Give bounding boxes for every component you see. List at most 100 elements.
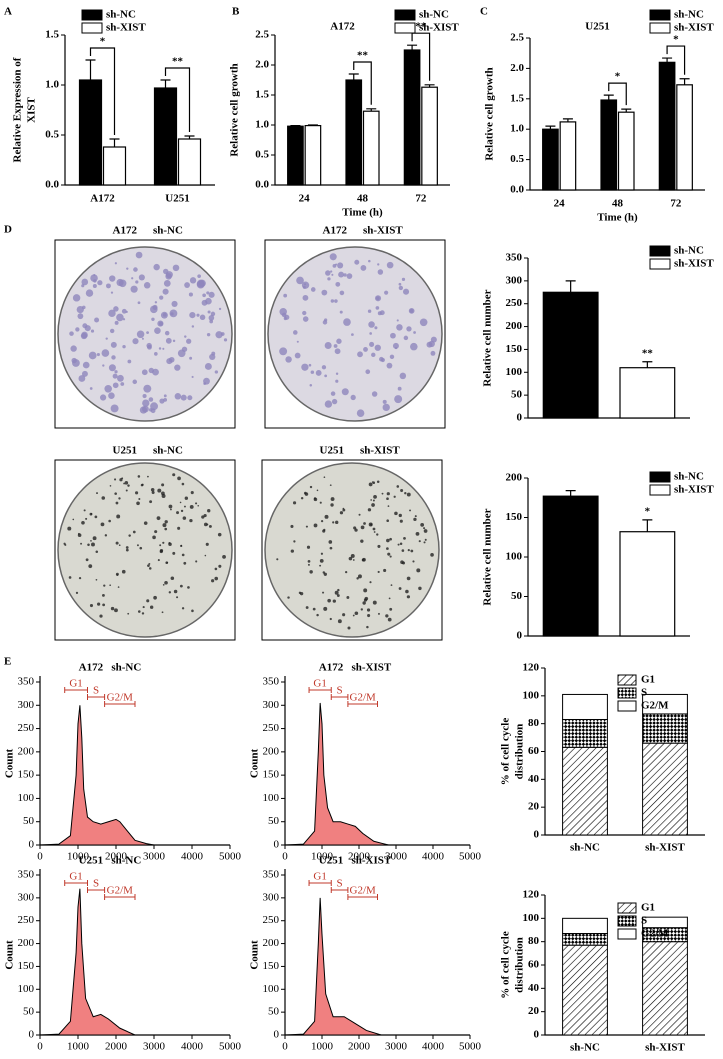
- colony: [217, 532, 222, 537]
- colony: [384, 290, 389, 295]
- x-tick-label: 0: [37, 851, 43, 863]
- colony: [189, 277, 197, 284]
- colony: [110, 291, 114, 294]
- histogram-area: [284, 897, 470, 1036]
- colony: [337, 588, 340, 592]
- x-tick-label: 5000: [459, 1041, 482, 1053]
- colony: [383, 568, 387, 573]
- colony: [162, 312, 167, 317]
- gate-label: S: [93, 685, 99, 697]
- colony: [115, 501, 119, 505]
- colony: [154, 301, 158, 304]
- colony: [116, 313, 124, 322]
- colony: [89, 603, 94, 608]
- plate-cell-label: A172: [323, 225, 348, 237]
- colony: [138, 497, 141, 501]
- y-tick-label: 350: [263, 676, 280, 688]
- colony: [78, 375, 86, 382]
- colony: [332, 599, 336, 603]
- colony: [343, 273, 347, 277]
- colony: [335, 372, 339, 375]
- error-bar: [642, 519, 653, 532]
- colony: [319, 559, 324, 563]
- colony: [341, 388, 349, 396]
- colony: [159, 398, 165, 404]
- colony: [112, 382, 119, 389]
- bar: [600, 99, 618, 191]
- colony: [130, 285, 138, 293]
- x-tick-label: 24: [299, 193, 311, 205]
- colony: [164, 527, 168, 531]
- colony: [121, 569, 126, 574]
- colony: [310, 370, 315, 374]
- y-tick-label: 1.5: [510, 92, 524, 104]
- y-tick-label: 150: [263, 960, 280, 972]
- colony: [137, 301, 141, 305]
- bar: [542, 291, 599, 419]
- y-axis-label: Count: [249, 748, 261, 778]
- colony: [207, 509, 211, 513]
- colony: [97, 280, 103, 286]
- significance-bracket: [666, 45, 686, 75]
- histogram-area: [39, 705, 230, 846]
- colony: [363, 522, 366, 525]
- colony: [180, 509, 184, 513]
- colony: [430, 350, 436, 356]
- colony: [399, 542, 403, 545]
- colony: [377, 544, 381, 548]
- y-tick-label: 200: [506, 472, 523, 484]
- colony: [72, 294, 81, 302]
- y-tick-label: 250: [18, 722, 35, 734]
- colony: [346, 273, 353, 279]
- x-tick-label: 24: [554, 198, 566, 210]
- colony: [189, 356, 193, 360]
- colony: [308, 363, 312, 367]
- colony: [146, 342, 152, 349]
- plate-cell-label: A172: [113, 225, 138, 237]
- significance: *: [100, 36, 106, 48]
- colony: [156, 516, 161, 521]
- colony: [321, 289, 328, 296]
- bar-segment: [562, 933, 608, 946]
- colony: [334, 348, 341, 355]
- y-axis-label: Count: [4, 940, 16, 970]
- error-bar: [642, 361, 653, 368]
- colony: [164, 520, 168, 524]
- colony: [400, 560, 404, 565]
- gate-label: S: [337, 878, 343, 890]
- chart-title: A172: [330, 21, 355, 33]
- colony: [151, 317, 155, 321]
- bar-segment: [562, 944, 608, 1036]
- colony: [339, 310, 343, 314]
- legend-label: sh-XIST: [419, 22, 459, 34]
- x-tick-label: 0: [282, 1041, 288, 1053]
- colony: [379, 310, 385, 316]
- significance-bracket: [608, 82, 627, 106]
- colony: [163, 394, 167, 398]
- y-tick-label: 120: [523, 889, 540, 901]
- colony: [387, 552, 391, 556]
- y-tick-label: 50: [268, 815, 280, 827]
- colony: [191, 609, 194, 613]
- colony: [136, 544, 139, 547]
- y-tick-label: 150: [506, 511, 523, 523]
- colony: [398, 285, 404, 291]
- colony: [208, 524, 212, 528]
- colony: [188, 292, 193, 297]
- colony: [375, 306, 380, 310]
- colony: [218, 307, 222, 311]
- x-tick-label: 5000: [459, 851, 482, 863]
- colony: [136, 501, 140, 506]
- colony: [122, 318, 126, 321]
- colony: [418, 586, 422, 591]
- y-tick-label: 1.5: [255, 89, 269, 101]
- y-tick-label: 150: [506, 343, 523, 355]
- y-tick-label: 100: [263, 792, 280, 804]
- colony: [296, 276, 304, 285]
- y-tick-label: 50: [23, 815, 35, 827]
- colony: [365, 369, 371, 375]
- colony: [356, 409, 365, 417]
- colony: [183, 561, 187, 565]
- bar-segment: [562, 718, 608, 748]
- colony: [283, 317, 287, 321]
